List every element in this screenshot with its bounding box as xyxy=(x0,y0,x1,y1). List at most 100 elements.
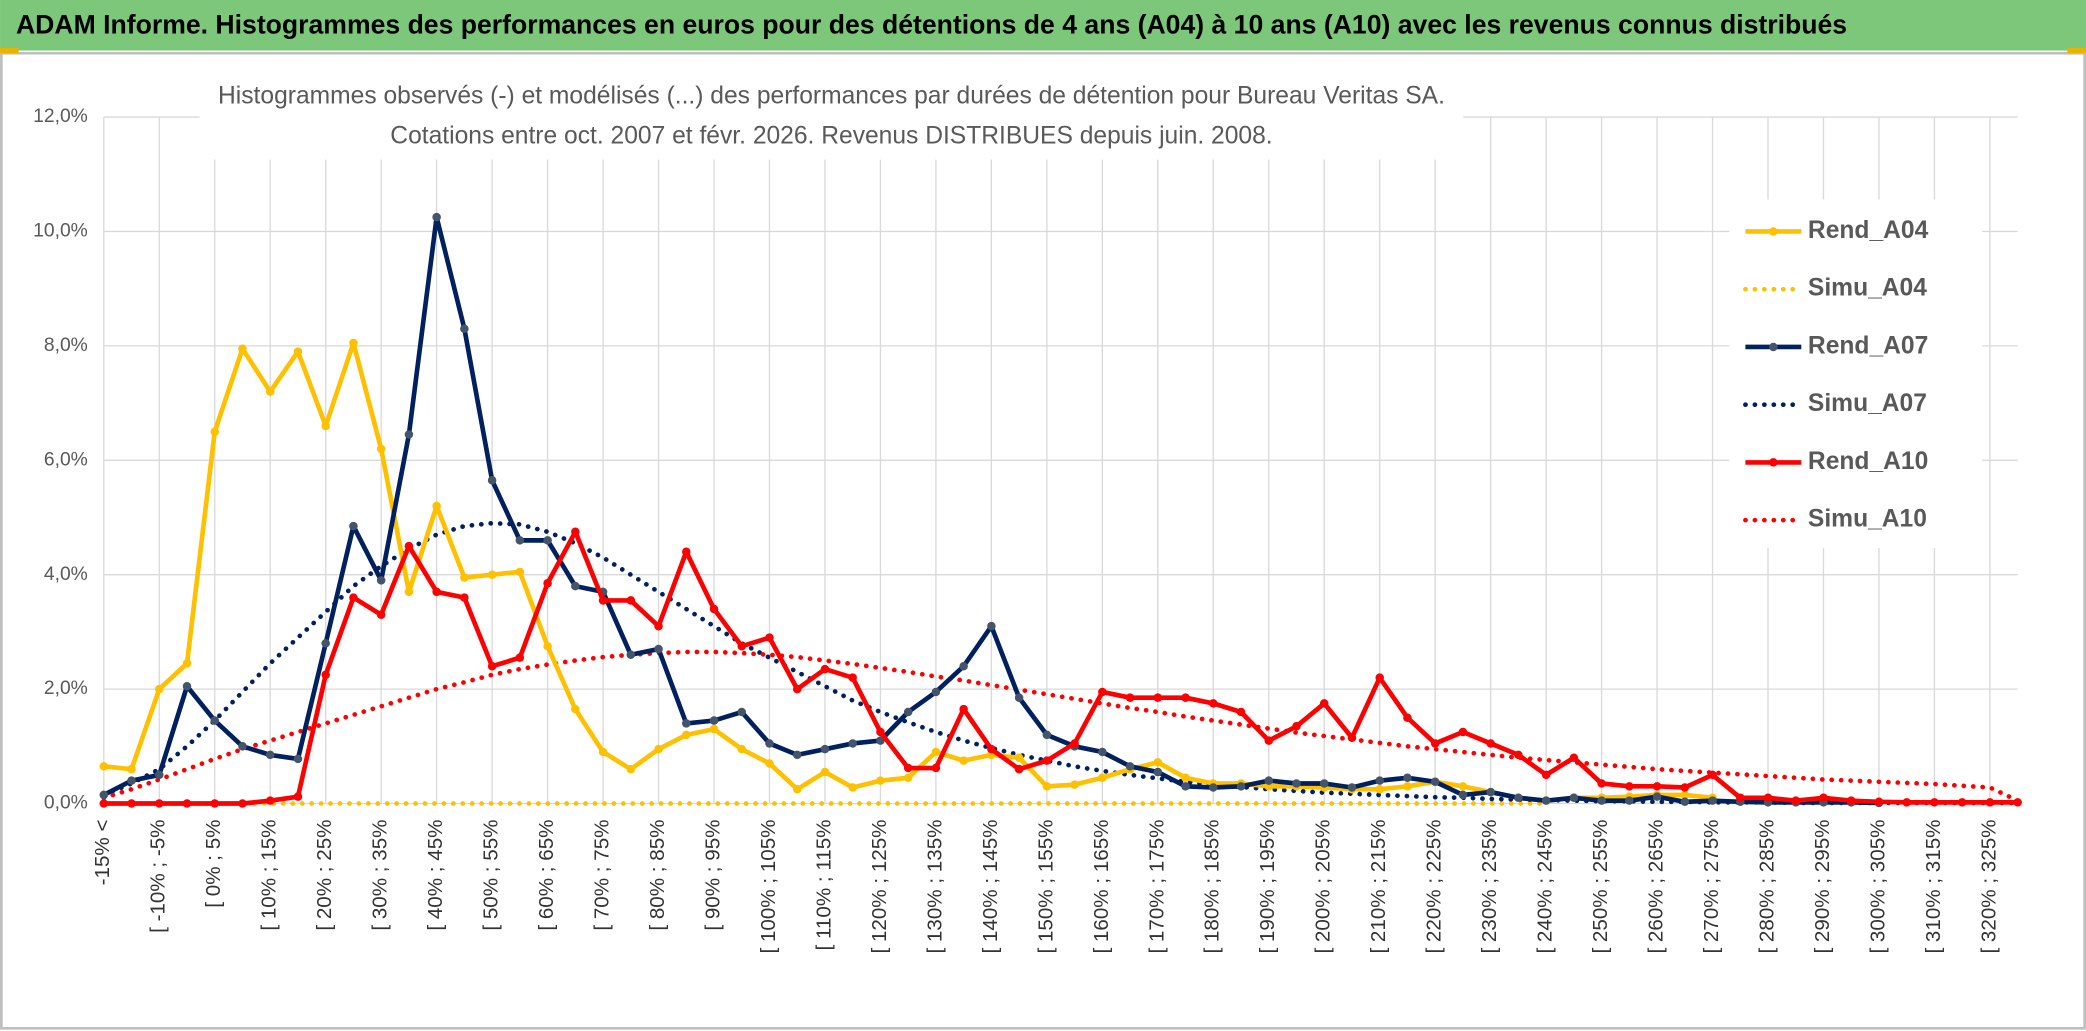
data-point xyxy=(682,719,691,728)
x-tick-label: [ 0% ; 5% xyxy=(202,819,225,907)
data-point xyxy=(1264,776,1274,785)
data-point xyxy=(820,767,830,777)
data-point xyxy=(1569,793,1579,803)
data-point xyxy=(515,536,525,545)
y-tick-label: 6,0% xyxy=(44,449,88,470)
x-tick-label: [ 50% ; 55% xyxy=(480,819,503,930)
legend-label: Simu_A07 xyxy=(1808,390,1927,417)
x-tick-label: [ 290% ; 295% xyxy=(1811,819,1834,953)
y-tick-label: 12,0% xyxy=(33,106,88,127)
data-point xyxy=(876,727,885,737)
plot xyxy=(99,212,2022,808)
x-tick-label: [ 100% ; 105% xyxy=(757,819,780,953)
data-point xyxy=(1070,739,1079,748)
data-point xyxy=(626,596,636,605)
data-point xyxy=(1375,784,1384,794)
data-point xyxy=(210,427,219,436)
x-tick-label: [ 280% ; 285% xyxy=(1755,819,1778,953)
x-tick-label: [ 70% ; 75% xyxy=(591,819,614,930)
data-point xyxy=(709,716,719,725)
data-point xyxy=(1597,779,1606,788)
data-point xyxy=(765,633,774,642)
x-tick-label: [ 30% ; 35% xyxy=(369,819,392,930)
data-point xyxy=(654,621,663,631)
data-point xyxy=(682,730,691,740)
data-point xyxy=(515,653,525,662)
data-point xyxy=(1181,782,1190,791)
data-point xyxy=(1014,764,1024,774)
legend: Rend_A04 Simu_A04 Rend_A07 Simu_A07 Rend_A10… xyxy=(1743,217,1929,533)
data-point xyxy=(1319,699,1329,708)
data-point xyxy=(404,587,414,597)
data-point xyxy=(349,521,358,531)
data-point xyxy=(1930,798,1939,807)
data-point xyxy=(1236,707,1246,717)
chart-title: ADAM Informe. Histogrammes des performan… xyxy=(16,10,1847,40)
data-point xyxy=(182,681,192,691)
data-point xyxy=(987,621,996,631)
data-point xyxy=(792,750,802,760)
data-point xyxy=(737,641,747,651)
data-point xyxy=(598,747,608,757)
data-point xyxy=(654,744,663,754)
data-point xyxy=(404,541,414,551)
data-point xyxy=(737,744,747,754)
data-point xyxy=(293,792,303,801)
data-point xyxy=(931,687,941,697)
data-point xyxy=(1375,776,1384,785)
data-point xyxy=(1153,758,1163,767)
x-tick-label: [ 220% ; 225% xyxy=(1423,819,1446,953)
data-point xyxy=(959,661,968,671)
data-point xyxy=(265,750,275,760)
x-tick-label: -15% < xyxy=(91,819,114,885)
data-point xyxy=(1430,777,1440,787)
data-point xyxy=(487,661,497,671)
series-line xyxy=(103,529,2018,806)
data-point xyxy=(1569,753,1579,763)
x-tick-label: [ 230% ; 235% xyxy=(1478,819,1501,953)
data-point xyxy=(1403,773,1412,783)
data-point xyxy=(1680,797,1690,807)
data-point xyxy=(487,476,497,485)
data-point xyxy=(709,724,719,734)
data-point xyxy=(1708,796,1717,805)
data-point xyxy=(626,764,636,774)
data-point xyxy=(820,744,830,754)
data-point xyxy=(1042,730,1052,740)
data-point xyxy=(1736,793,1745,803)
y-tick-label: 10,0% xyxy=(33,221,88,242)
data-point xyxy=(1153,767,1163,777)
legend-label: Rend_A04 xyxy=(1808,217,1929,244)
x-tick-label: [ 110% ; 115% xyxy=(812,819,835,950)
subtitle: Cotations entre oct. 2007 et févr. 2026.… xyxy=(390,123,1272,150)
data-point xyxy=(571,581,580,591)
data-point xyxy=(376,444,386,454)
data-point xyxy=(1902,798,1911,807)
data-point xyxy=(127,776,136,785)
data-point xyxy=(709,604,719,614)
header-bar xyxy=(0,0,2086,51)
data-point xyxy=(182,799,192,808)
data-point xyxy=(1236,782,1246,791)
data-point xyxy=(1153,693,1163,702)
x-tick-label: [ -10% ; -5% xyxy=(147,819,170,932)
data-point xyxy=(848,673,857,682)
data-point xyxy=(1098,747,1107,757)
series-line xyxy=(101,649,2020,803)
legend-label: Simu_A10 xyxy=(1808,506,1927,533)
data-point xyxy=(571,704,580,714)
legend-label: Simu_A04 xyxy=(1808,275,1927,302)
data-point xyxy=(792,684,802,694)
data-point xyxy=(1541,770,1551,780)
data-point xyxy=(654,644,663,654)
data-point xyxy=(987,744,996,754)
data-point xyxy=(1763,793,1773,803)
x-tick-label: [ 20% ; 25% xyxy=(313,819,336,930)
grid: -15% < [ -10% ; -5% [ 0% ; 5% [ 10% ; 15% [ … xyxy=(33,106,2018,954)
data-point xyxy=(1375,673,1384,682)
data-point xyxy=(1098,773,1107,783)
data-point xyxy=(460,593,469,602)
legend-marker xyxy=(1769,342,1778,352)
data-point xyxy=(376,610,386,619)
x-tick-label: [ 90% ; 95% xyxy=(701,819,724,930)
